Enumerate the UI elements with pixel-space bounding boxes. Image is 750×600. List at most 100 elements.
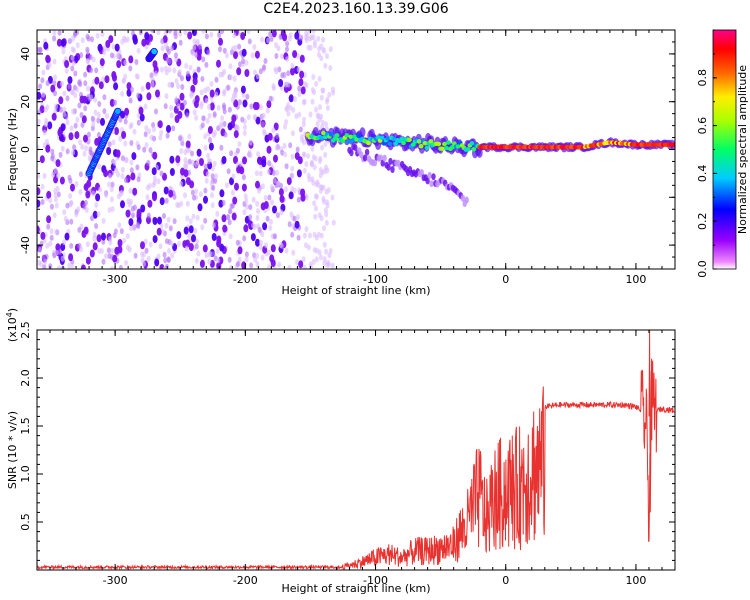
noise-dot [94, 67, 99, 74]
noise-dot [169, 112, 174, 119]
noise-dot [49, 203, 54, 210]
noise-dot [188, 64, 193, 71]
noise-dot [110, 206, 115, 212]
noise-dot [158, 134, 163, 141]
noise-dot [200, 76, 205, 82]
noise-dot [54, 202, 59, 209]
noise-dot [331, 219, 336, 226]
noise-dot [46, 215, 52, 224]
noise-dot [267, 132, 273, 141]
noise-dot [233, 92, 238, 99]
noise-dot [192, 194, 196, 201]
noise-dot [144, 32, 150, 41]
noise-dot [232, 75, 237, 82]
noise-dot [54, 249, 59, 256]
noise-dot [79, 112, 84, 118]
noise-dot [178, 135, 182, 142]
noise-dot [322, 48, 327, 54]
noise-dot [242, 156, 247, 165]
noise-dot [167, 81, 172, 88]
noise-dot [139, 113, 145, 122]
noise-dot [198, 191, 203, 198]
noise-dot [44, 138, 49, 145]
noise-dot [108, 236, 113, 243]
noise-dot [286, 70, 291, 77]
noise-dot [207, 158, 211, 165]
noise-dot [71, 149, 75, 156]
noise-dot [152, 235, 158, 244]
noise-dot [221, 214, 227, 223]
signal-core [393, 141, 399, 146]
noise-dot [324, 164, 328, 171]
noise-dot [72, 47, 76, 54]
noise-dot [37, 225, 40, 234]
noise-dot [96, 117, 101, 124]
noise-dot [123, 177, 128, 184]
noise-dot [279, 209, 284, 216]
signal-core [444, 145, 449, 151]
noise-dot [130, 205, 135, 212]
noise-dot [325, 98, 329, 105]
noise-dot [42, 172, 47, 179]
noise-dot [240, 85, 246, 94]
noise-dot [83, 183, 89, 192]
noise-dot [65, 148, 70, 155]
noise-dot [134, 59, 139, 65]
noise-dot [92, 242, 98, 251]
noise-dot [121, 155, 125, 162]
noise-dot [109, 196, 114, 203]
noise-dot [150, 76, 155, 83]
noise-dot [248, 152, 253, 159]
noise-dot [127, 246, 132, 253]
noise-dot [255, 180, 260, 189]
noise-dot [288, 142, 293, 149]
noise-dot [113, 99, 117, 106]
noise-dot [79, 246, 84, 252]
noise-dot [70, 89, 75, 96]
noise-dot [233, 156, 238, 164]
noise-dot [52, 30, 57, 36]
noise-dot [317, 51, 321, 58]
noise-dot [324, 188, 329, 195]
noise-dot [117, 239, 123, 247]
noise-dot [194, 188, 199, 195]
noise-dot [299, 134, 304, 140]
noise-dot [273, 233, 277, 240]
noise-dot [250, 52, 255, 59]
noise-dot [185, 147, 190, 154]
bottom-x-tick-label: -300 [103, 574, 128, 587]
signal-core [407, 137, 412, 142]
noise-dot [56, 191, 61, 198]
noise-dot [129, 225, 133, 232]
noise-dot [166, 257, 171, 264]
noise-dot [293, 96, 298, 102]
noise-dot [70, 264, 75, 269]
noise-dot [128, 218, 134, 227]
noise-dot [56, 172, 61, 179]
noise-dot [152, 193, 157, 202]
noise-dot [271, 85, 276, 92]
noise-dot [83, 134, 88, 143]
noise-dot [322, 225, 326, 232]
noise-dot [85, 256, 91, 265]
noise-dot [269, 254, 275, 263]
noise-dot [242, 235, 247, 242]
noise-dot [292, 215, 297, 222]
noise-dot [237, 99, 242, 106]
noise-dot [128, 55, 134, 64]
noise-dot [136, 176, 141, 183]
noise-dot [266, 100, 272, 109]
noise-dot [62, 239, 67, 246]
noise-dot [45, 54, 51, 63]
noise-dot [313, 213, 318, 220]
noise-dot [276, 180, 281, 187]
noise-dot [165, 132, 170, 139]
noise-dot [97, 163, 102, 170]
noise-dot [261, 64, 266, 71]
noise-dot [296, 66, 301, 73]
noise-dot [244, 59, 249, 66]
noise-dot [241, 91, 246, 98]
noise-dot [269, 184, 274, 191]
noise-dot [290, 153, 295, 160]
noise-dot [301, 256, 306, 263]
